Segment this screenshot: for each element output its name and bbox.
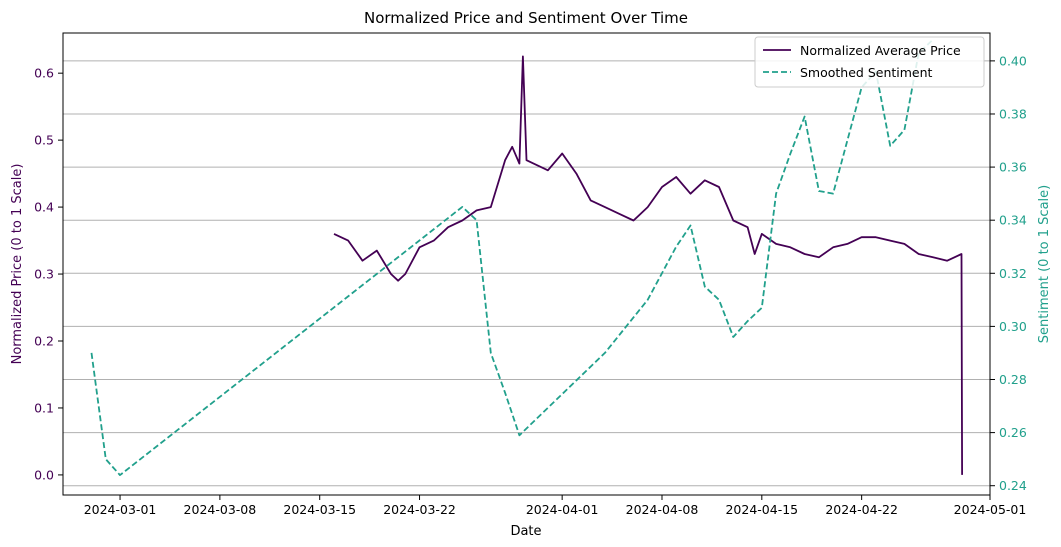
left-axis-label: Normalized Price (0 to 1 Scale) [10,164,25,365]
price-line [333,55,963,475]
sentiment-line [90,38,934,477]
right-tick-label-1: 0.26 [999,425,1027,440]
legend-label-sentiment: Smoothed Sentiment [800,65,933,80]
right-tick-label-4: 0.32 [999,266,1027,281]
left-tick-label-1: 0.1 [34,400,54,415]
x-tick-label-2: 2024-03-15 [283,502,356,517]
left-tick-label-0: 0.0 [34,467,54,482]
left-axis-ticks: 0.0 0.1 0.2 0.3 0.4 0.5 0.6 [34,66,63,482]
right-tick-label-6: 0.36 [999,160,1027,175]
left-tick-label-6: 0.6 [34,66,54,81]
right-tick-label-7: 0.38 [999,106,1027,121]
x-tick-label-4: 2024-04-01 [526,502,599,517]
x-tick-label-5: 2024-04-08 [626,502,699,517]
left-tick-label-4: 0.4 [34,200,54,215]
x-axis-ticks: 2024-03-01 2024-03-08 2024-03-15 2024-03-22… [84,495,1027,517]
right-axis-ticks: 0.24 0.26 0.28 0.30 0.32 0.34 0.36 0.38 0.40 [990,53,1027,493]
grid-lines [63,60,990,487]
left-tick-label-2: 0.2 [34,334,54,349]
plot-frame [62,32,991,496]
x-tick-label-3: 2024-03-22 [383,502,456,517]
series-layer [90,38,963,477]
right-tick-label-0: 0.24 [999,478,1027,493]
right-tick-label-5: 0.34 [999,213,1027,228]
legend-label-price: Normalized Average Price [800,43,961,58]
right-tick-label-3: 0.30 [999,319,1027,334]
left-tick-label-3: 0.3 [34,267,54,282]
x-tick-label-6: 2024-04-15 [725,502,798,517]
right-tick-label-8: 0.40 [999,53,1027,68]
x-axis-label: Date [510,524,541,539]
right-axis-label: Sentiment (0 to 1 Scale) [1037,185,1052,343]
x-tick-label-1: 2024-03-08 [184,502,257,517]
x-tick-label-7: 2024-04-22 [825,502,898,517]
chart-title: Normalized Price and Sentiment Over Time [364,9,688,27]
x-tick-label-8: 2024-05-01 [954,502,1027,517]
left-tick-label-5: 0.5 [34,133,54,148]
x-tick-label-0: 2024-03-01 [84,502,157,517]
legend: Normalized Average Price Smoothed Sentim… [754,36,985,88]
legend-box [754,36,985,88]
right-tick-label-2: 0.28 [999,372,1027,387]
